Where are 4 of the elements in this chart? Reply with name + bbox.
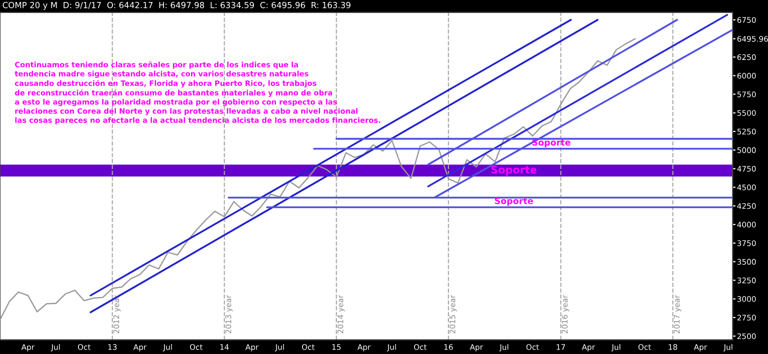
- band-label: Soporte: [491, 166, 537, 176]
- annotation: Soporte: [494, 198, 533, 206]
- annotation: Soporte: [532, 139, 570, 148]
- chart-title: COMP 20 y M D: 9/1/17 O: 6442.17 H: 6497.98 L: 6334.59 C: 6495.96 R: 163.39: [2, 2, 350, 10]
